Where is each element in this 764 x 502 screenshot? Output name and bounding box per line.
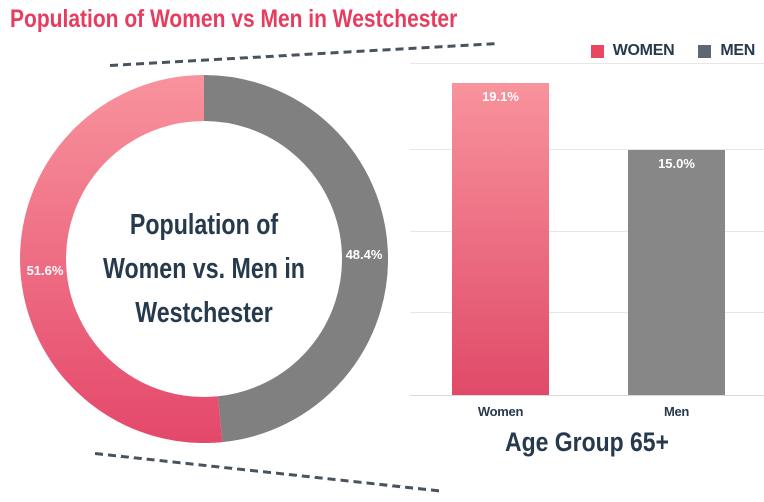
gridline bbox=[410, 148, 764, 150]
page-title: Population of Women vs Men in Westcheste… bbox=[10, 5, 458, 33]
donut-center-line-2: Women vs. Men in bbox=[103, 253, 305, 285]
bar-women: 19.1% bbox=[452, 82, 549, 395]
legend-item-women: WOMEN bbox=[590, 42, 675, 60]
legend-label-men: MEN bbox=[720, 42, 755, 59]
donut-data-label-women: 51.6% bbox=[26, 263, 64, 278]
bottom-dashed-divider bbox=[94, 452, 445, 493]
donut-chart bbox=[20, 75, 389, 443]
gridline bbox=[410, 312, 764, 314]
gridline bbox=[410, 230, 764, 232]
donut-center-line-3: Westchester bbox=[135, 297, 273, 329]
donut-center-text: Population of Women vs. Men in Westchest… bbox=[100, 203, 308, 335]
donut-chart-svg bbox=[20, 75, 389, 443]
women-swatch-icon bbox=[590, 44, 604, 58]
legend-item-men: MEN bbox=[698, 42, 755, 60]
legend-label-women: WOMEN bbox=[612, 42, 675, 59]
bar-chart-plot-area: 19.1% 15.0% bbox=[410, 63, 764, 396]
donut-data-label-men: 48.4% bbox=[345, 247, 383, 262]
men-swatch-icon bbox=[698, 44, 712, 58]
x-axis-label-men: Men bbox=[663, 404, 690, 419]
donut-slice-men bbox=[203, 75, 389, 443]
x-axis-label-women: Women bbox=[477, 404, 524, 419]
donut-slice-women bbox=[20, 75, 223, 443]
chart-legend: WOMEN MEN bbox=[590, 42, 755, 60]
bar-men: 15.0% bbox=[628, 149, 725, 395]
bar-value-women: 19.1% bbox=[482, 88, 519, 104]
bar-chart-title: Age Group 65+ bbox=[505, 427, 669, 457]
bar-value-men: 15.0% bbox=[658, 155, 695, 171]
donut-center-line-1: Population of bbox=[129, 209, 279, 241]
